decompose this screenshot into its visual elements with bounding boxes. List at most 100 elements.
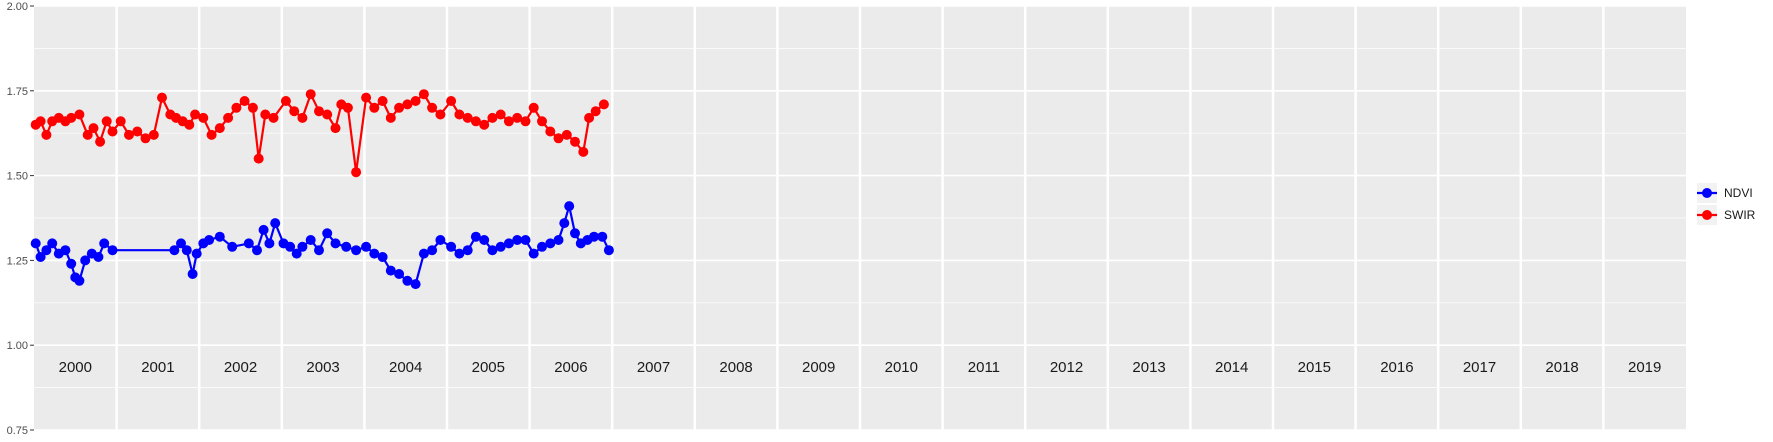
data-point-ndvi (377, 252, 388, 262)
data-point-ndvi (470, 231, 481, 242)
panel-year-label: 2014 (1215, 359, 1248, 376)
data-point-ndvi (435, 235, 446, 245)
data-point-swir (101, 116, 112, 127)
series-line-ndvi (34, 205, 610, 286)
data-point-ndvi (570, 228, 580, 239)
data-point-swir (268, 112, 279, 123)
data-point-swir (206, 129, 217, 140)
panel-year-label: 2019 (1628, 359, 1661, 376)
series-ndvi (30, 201, 614, 290)
data-point-swir (148, 129, 159, 140)
data-point-ndvi (446, 241, 457, 252)
data-point-ndvi (252, 245, 262, 256)
y-tick-label: 0.75 (7, 425, 28, 437)
data-point-ndvi (258, 224, 269, 235)
series-swir (30, 89, 609, 178)
panel-year-label: 2000 (59, 359, 92, 376)
data-point-swir (435, 109, 446, 120)
data-point-swir (322, 109, 333, 120)
legend-key-point (1702, 188, 1712, 198)
panel-year-label: 2016 (1380, 359, 1413, 376)
data-point-swir (35, 116, 46, 127)
data-point-swir (184, 119, 195, 130)
data-point-ndvi (80, 255, 91, 266)
data-point-ndvi (410, 279, 421, 290)
data-point-ndvi (35, 252, 46, 262)
data-point-swir (280, 96, 291, 106)
y-axis: 0.75 1.00 1.25 1.50 1.75 2.00 (7, 1, 34, 437)
data-point-swir (41, 129, 52, 140)
data-point-swir (369, 102, 380, 113)
data-point-swir (410, 96, 421, 106)
data-point-swir (351, 167, 362, 178)
legend-label: SWIR (1724, 208, 1756, 222)
data-point-swir (74, 109, 85, 120)
data-point-swir (107, 126, 118, 137)
data-point-ndvi (369, 248, 380, 259)
data-point-swir (503, 116, 514, 127)
data-point-swir (223, 112, 234, 123)
panel-year-label: 2002 (224, 359, 257, 376)
data-point-ndvi (264, 238, 275, 249)
data-point-ndvi (495, 241, 506, 252)
data-point-swir (470, 116, 481, 127)
data-point-ndvi (545, 238, 556, 249)
data-point-ndvi (74, 275, 85, 286)
data-point-ndvi (553, 235, 564, 245)
panel-year-label: 2008 (719, 359, 752, 376)
data-point-swir (553, 133, 564, 144)
data-point-ndvi (330, 238, 341, 249)
data-point-ndvi (204, 235, 215, 245)
data-point-swir (418, 89, 429, 100)
data-point-ndvi (285, 241, 296, 252)
data-point-ndvi (227, 241, 238, 252)
data-point-ndvi (402, 275, 413, 286)
legend-item-ndvi: NDVI (1697, 183, 1753, 203)
data-point-swir (479, 119, 490, 130)
data-point-ndvi (305, 235, 316, 245)
data-point-swir (198, 112, 209, 123)
data-point-ndvi (107, 245, 118, 256)
panel-year-label: 2005 (472, 359, 505, 376)
series-layer (30, 89, 614, 290)
data-point-ndvi (528, 248, 539, 259)
data-point-swir (239, 96, 250, 106)
data-point-ndvi (385, 265, 396, 276)
data-point-ndvi (597, 231, 608, 242)
panel-year-label: 2004 (389, 359, 422, 376)
panel-year-label: 2003 (306, 359, 339, 376)
data-point-ndvi (512, 235, 523, 245)
data-point-ndvi (60, 245, 71, 256)
data-point-ndvi (589, 231, 599, 242)
data-point-swir (361, 92, 372, 103)
data-point-swir (289, 106, 300, 117)
data-point-swir (537, 116, 547, 127)
data-point-ndvi (418, 248, 429, 259)
legend-label: NDVI (1724, 186, 1753, 200)
panel-year-label: 2015 (1298, 359, 1331, 376)
data-point-ndvi (314, 245, 324, 256)
data-point-ndvi (99, 238, 110, 249)
data-point-swir (214, 123, 225, 134)
data-point-ndvi (176, 238, 186, 249)
grid-lines (34, 5, 1686, 431)
data-point-swir (377, 96, 388, 106)
data-point-swir (545, 126, 556, 137)
data-point-swir (570, 136, 580, 147)
data-point-swir (297, 112, 308, 123)
panel-year-label: 2013 (1132, 359, 1165, 376)
panel-year-label: 2007 (637, 359, 670, 376)
data-point-ndvi (603, 245, 614, 256)
data-point-ndvi (520, 235, 531, 245)
data-point-swir (95, 136, 106, 147)
panel-year-label: 2009 (802, 359, 835, 376)
data-point-swir (495, 109, 506, 120)
data-point-ndvi (66, 258, 77, 269)
legend-key-point (1702, 210, 1712, 220)
data-point-ndvi (487, 245, 498, 256)
data-point-swir (330, 123, 341, 134)
data-point-swir (454, 109, 465, 120)
data-point-ndvi (93, 252, 104, 262)
data-point-ndvi (394, 269, 405, 279)
